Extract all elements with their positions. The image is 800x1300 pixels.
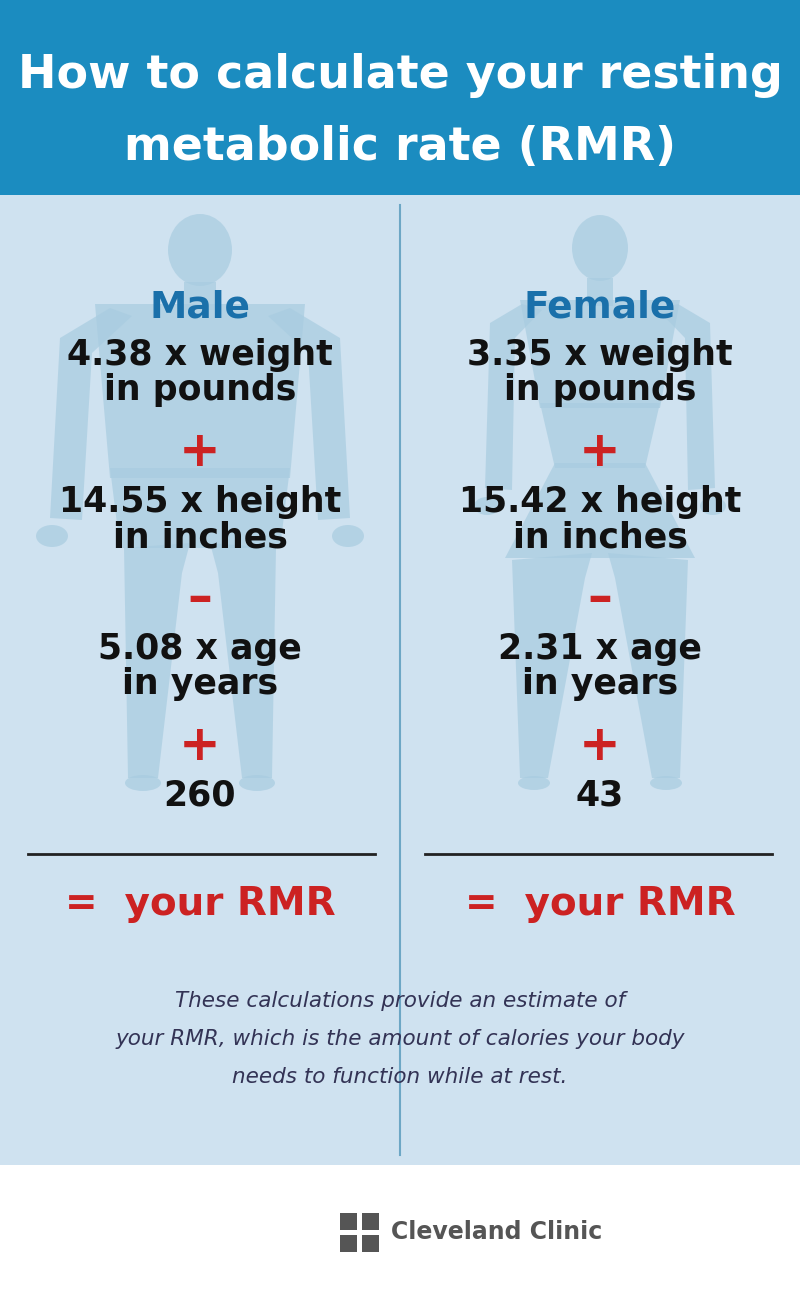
Text: These calculations provide an estimate of: These calculations provide an estimate o…	[175, 991, 625, 1011]
Text: 43: 43	[576, 779, 624, 812]
Text: in inches: in inches	[113, 520, 287, 554]
Ellipse shape	[168, 214, 232, 286]
Text: +: +	[579, 428, 621, 476]
Text: metabolic rate (RMR): metabolic rate (RMR)	[124, 126, 676, 170]
Text: +: +	[179, 722, 221, 770]
FancyBboxPatch shape	[184, 282, 216, 309]
FancyBboxPatch shape	[362, 1213, 379, 1230]
Text: Male: Male	[150, 289, 250, 325]
Polygon shape	[124, 543, 190, 777]
Polygon shape	[658, 304, 715, 490]
Polygon shape	[505, 463, 695, 558]
Text: 4.38 x weight: 4.38 x weight	[67, 338, 333, 372]
Text: Cleveland Clinic: Cleveland Clinic	[391, 1219, 602, 1244]
Ellipse shape	[572, 214, 628, 281]
Text: –: –	[587, 575, 613, 623]
Text: 15.42 x height: 15.42 x height	[459, 485, 741, 519]
Text: in years: in years	[522, 667, 678, 701]
Text: =  your RMR: = your RMR	[465, 885, 735, 923]
Polygon shape	[520, 300, 680, 408]
Ellipse shape	[332, 525, 364, 547]
Text: 260: 260	[164, 779, 236, 812]
Polygon shape	[50, 308, 132, 520]
Polygon shape	[608, 552, 688, 777]
Text: in years: in years	[122, 667, 278, 701]
Ellipse shape	[650, 776, 682, 790]
Text: Female: Female	[524, 289, 676, 325]
Ellipse shape	[700, 497, 726, 515]
Polygon shape	[110, 468, 290, 549]
Polygon shape	[485, 304, 542, 490]
Polygon shape	[540, 403, 660, 468]
Polygon shape	[512, 552, 592, 777]
Ellipse shape	[239, 775, 275, 790]
Polygon shape	[95, 304, 305, 478]
Text: How to calculate your resting: How to calculate your resting	[18, 52, 782, 98]
Text: in pounds: in pounds	[104, 373, 296, 407]
Polygon shape	[268, 308, 350, 520]
Ellipse shape	[125, 775, 161, 790]
FancyBboxPatch shape	[0, 956, 800, 1165]
FancyBboxPatch shape	[0, 1165, 800, 1300]
Ellipse shape	[36, 525, 68, 547]
Polygon shape	[210, 543, 276, 777]
Text: your RMR, which is the amount of calories your body: your RMR, which is the amount of calorie…	[115, 1030, 685, 1049]
FancyBboxPatch shape	[0, 0, 800, 195]
Text: in inches: in inches	[513, 520, 687, 554]
Text: needs to function while at rest.: needs to function while at rest.	[232, 1067, 568, 1087]
Text: 3.35 x weight: 3.35 x weight	[467, 338, 733, 372]
Text: 5.08 x age: 5.08 x age	[98, 632, 302, 666]
FancyBboxPatch shape	[0, 195, 800, 1165]
Text: +: +	[179, 428, 221, 476]
Text: –: –	[187, 575, 213, 623]
FancyBboxPatch shape	[587, 278, 613, 306]
Text: 2.31 x age: 2.31 x age	[498, 632, 702, 666]
Text: 14.55 x height: 14.55 x height	[59, 485, 341, 519]
Text: =  your RMR: = your RMR	[65, 885, 335, 923]
Text: +: +	[579, 722, 621, 770]
Ellipse shape	[518, 776, 550, 790]
FancyBboxPatch shape	[362, 1235, 379, 1252]
FancyBboxPatch shape	[340, 1235, 357, 1252]
FancyBboxPatch shape	[340, 1213, 357, 1230]
Text: in pounds: in pounds	[504, 373, 696, 407]
Ellipse shape	[474, 497, 500, 515]
